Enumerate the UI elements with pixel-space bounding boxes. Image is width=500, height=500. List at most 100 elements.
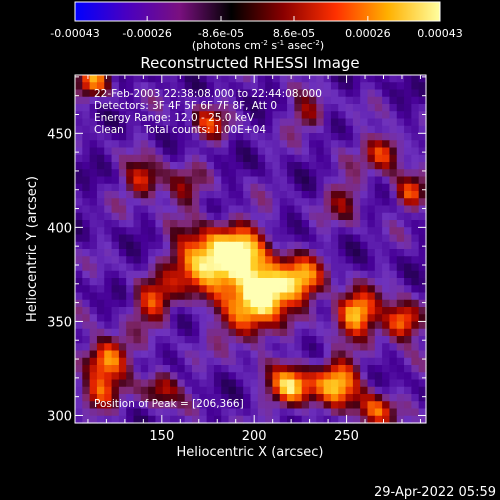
heatmap-cell [118,176,127,185]
heatmap-cell [75,292,83,301]
heatmap-cell [155,328,164,337]
heatmap-cell [221,408,230,417]
heatmap-cell [184,169,193,178]
heatmap-cell [382,408,391,417]
heatmap-cell [323,328,332,337]
heatmap-cell [170,379,178,388]
heatmap-cell [192,314,200,323]
heatmap-cell [206,357,215,366]
heatmap-cell [404,82,412,91]
heatmap-cell [199,104,208,112]
heatmap-cell [330,220,339,228]
heatmap-cell [235,96,244,105]
heatmap-cell [396,176,405,185]
heatmap-cell [177,234,186,243]
heatmap-cell [192,183,200,192]
heatmap-cell [316,270,325,279]
heatmap-cell [162,140,171,149]
heatmap-cell [162,357,171,366]
heatmap-cell [250,314,259,323]
heatmap-cell [404,96,412,105]
heatmap-cell [382,147,391,156]
heatmap-cell [316,292,325,301]
heatmap-cell [235,205,244,214]
heatmap-cell [389,263,398,272]
heatmap-cell [257,227,266,236]
heatmap-cell [235,372,244,381]
heatmap-cell [309,154,317,163]
heatmap-cell [272,154,281,163]
heatmap-cell [389,154,398,163]
heatmap-cell [96,372,105,381]
heatmap-cell [75,198,83,207]
heatmap-cell [75,408,83,417]
heatmap-cell [177,328,186,337]
heatmap-cell [367,408,376,417]
heatmap-cell [140,307,149,315]
heatmap-cell [104,198,113,207]
heatmap-cell [184,357,193,366]
heatmap-cell [111,336,120,344]
heatmap-cell [301,328,310,337]
heatmap-cell [126,212,135,221]
heatmap-cell [126,104,135,112]
heatmap-cell [250,365,259,373]
heatmap-cell [294,401,303,410]
heatmap-cell [140,321,149,330]
heatmap-cell [279,82,288,91]
heatmap-cell [265,205,274,214]
heatmap-cell [206,234,215,243]
heatmap-cell [396,234,405,243]
heatmap-cell [418,154,427,163]
heatmap-cell [213,212,222,221]
heatmap-cell [294,162,303,170]
heatmap-cell [89,386,98,395]
heatmap-cell [184,133,193,141]
heatmap-cell [265,212,274,221]
heatmap-cell [396,379,405,388]
heatmap-cell [221,234,230,243]
heatmap-cell [75,350,83,359]
heatmap-cell [213,285,222,294]
heatmap-cell [330,205,339,214]
heatmap-cell [170,278,178,286]
heatmap-cell [148,96,157,105]
heatmap-cell [257,169,266,178]
heatmap-cell [382,205,391,214]
heatmap-cell [140,415,149,424]
heatmap-cell [206,162,215,170]
heatmap-cell [404,299,412,308]
heatmap-cell [89,278,98,286]
heatmap-cell [389,408,398,417]
heatmap-cell [272,292,281,301]
heatmap-cell [104,111,113,120]
heatmap-cell [177,314,186,323]
heatmap-cell [396,96,405,105]
heatmap-cell [382,212,391,221]
heatmap-cell [228,162,237,170]
heatmap-cell [301,321,310,330]
heatmap-cell [89,176,98,185]
heatmap-cell [330,256,339,265]
heatmap-cell [287,111,295,120]
heatmap-cell [177,75,186,83]
heatmap-cell [111,386,120,395]
heatmap-cell [126,328,135,337]
heatmap-cell [111,314,120,323]
heatmap-cell [199,227,208,236]
heatmap-cell [82,89,91,98]
heatmap-cell [140,75,149,83]
heatmap-cell [330,234,339,243]
heatmap-cell [352,125,361,134]
heatmap-cell [75,227,83,236]
heatmap-cell [221,154,230,163]
heatmap-cell [338,343,347,352]
heatmap-cell [235,133,244,141]
heatmap-cell [294,249,303,257]
heatmap-cell [96,336,105,344]
heatmap-cell [82,191,91,199]
heatmap-cell [89,183,98,192]
heatmap-cell [411,234,420,243]
heatmap-cell [411,307,420,315]
heatmap-cell [418,191,427,199]
